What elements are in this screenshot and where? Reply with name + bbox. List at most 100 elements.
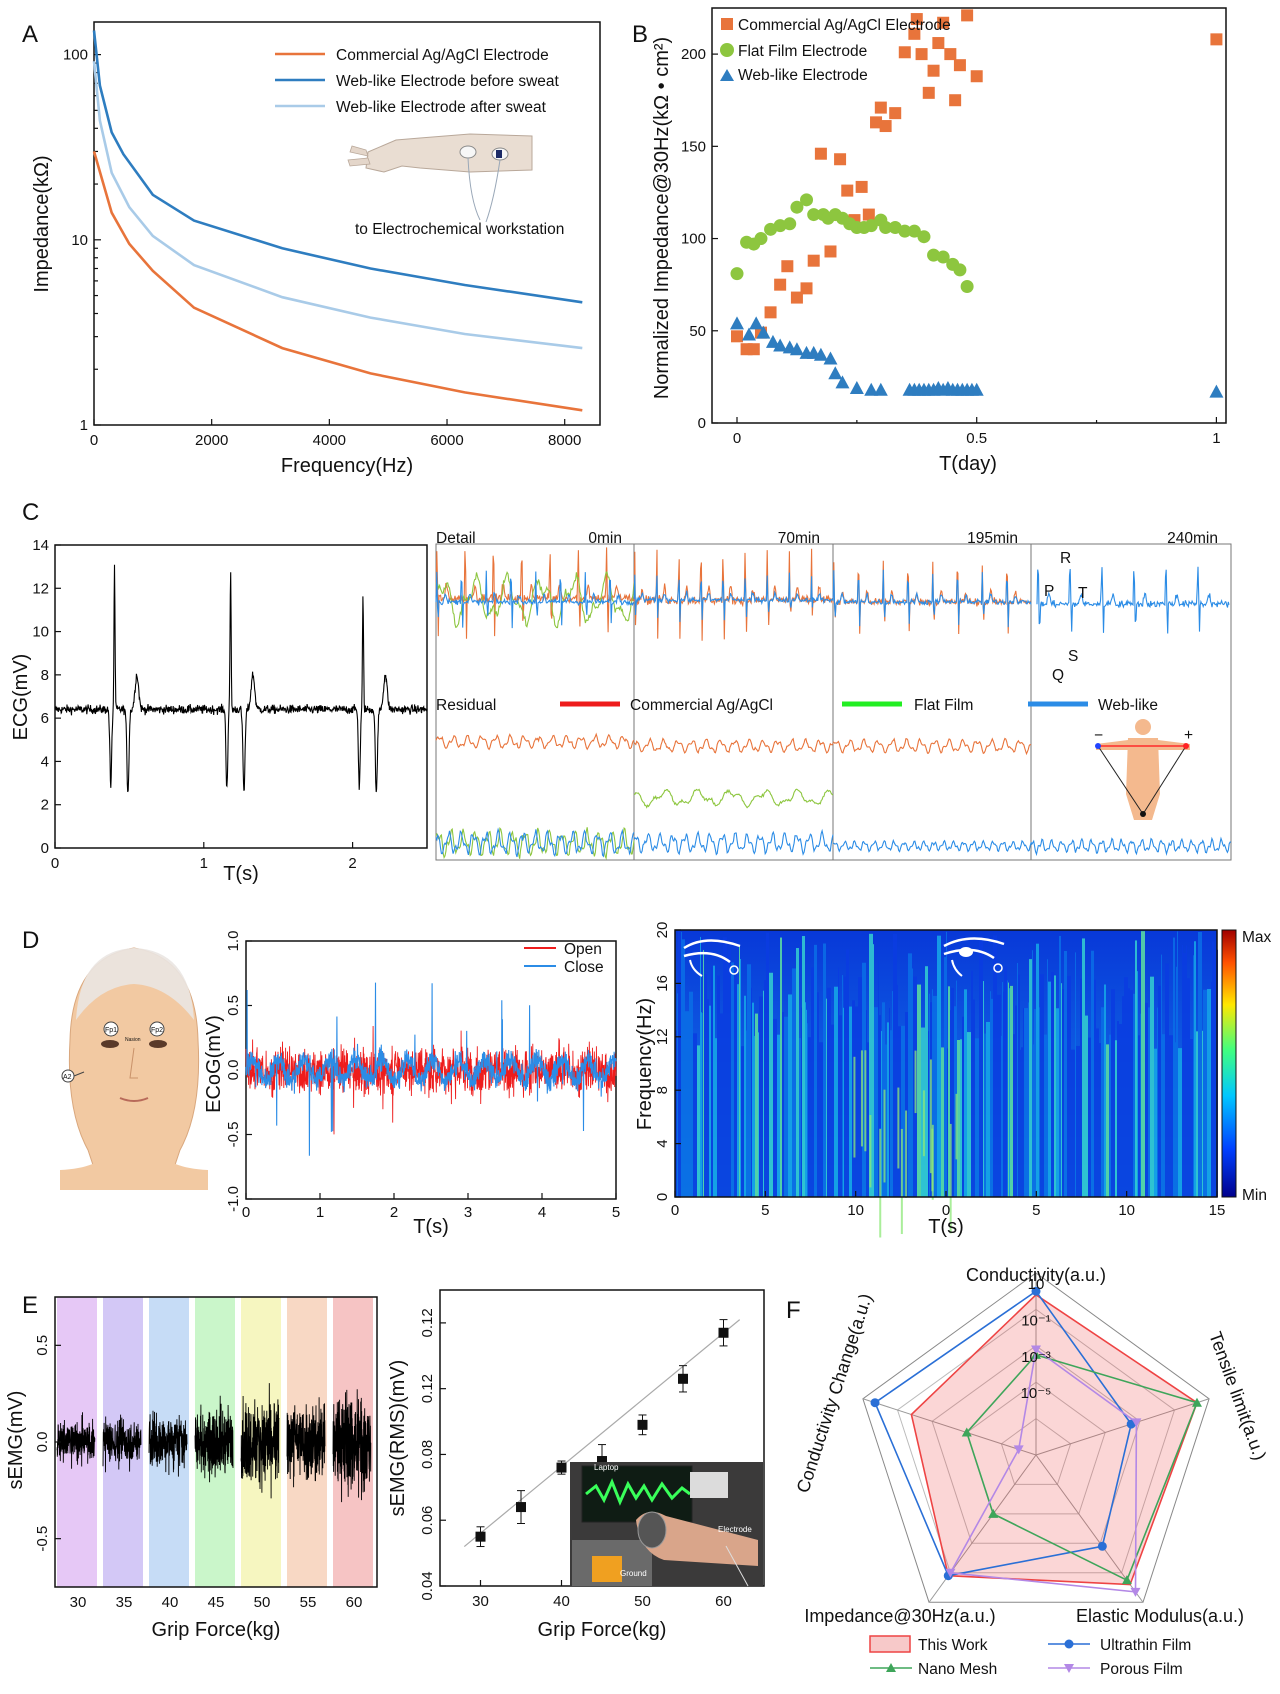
detail-trace (633, 572, 834, 623)
spectrogram-stripe (956, 980, 957, 1197)
point-flat-film (953, 263, 967, 277)
spectrogram-stripe (1130, 990, 1133, 1197)
point-web-like (969, 382, 984, 396)
spectrogram-stripe (866, 1010, 867, 1197)
panel-f-radar: 10 10⁻¹ 10⁻³ 10⁻⁵ Conductivity(a.u.) Tensil… (793, 1265, 1271, 1678)
x-tick-label: 0 (242, 1204, 250, 1221)
spectrogram-stripe (839, 1015, 842, 1197)
panel-label-e: E (22, 1292, 38, 1319)
head-label-fp2: Fp2 (151, 1027, 163, 1034)
spectrogram-stripe (739, 946, 740, 1197)
spectrogram-stripe (1186, 945, 1187, 1197)
spectrogram-stripe (740, 958, 741, 1197)
legend-marker-ultrathin (1064, 1639, 1074, 1649)
spectrogram-stripes (675, 930, 1218, 1238)
panel-e-ticks: 30 35 40 45 50 55 60 -0.5 0.0 0.5 (34, 1335, 362, 1611)
series-line-0 (92, 151, 583, 412)
semg-trace-45 (194, 1395, 234, 1483)
legend-label-this-work: This Work (918, 1637, 988, 1654)
spectrogram-stripe (846, 949, 849, 1197)
spectrogram-stripe (928, 1031, 929, 1197)
legend-marker-web-like (720, 69, 734, 81)
spectrogram-stripe (1148, 1007, 1150, 1197)
x-tick-label: 2 (390, 1204, 398, 1221)
force-band-gap (281, 1297, 285, 1587)
x-tick-label: 0 (733, 430, 741, 447)
spectrogram-stripe (983, 981, 984, 1197)
spectrogram-stripe (751, 987, 752, 1197)
radar-axis-elastic-modulus: Elastic Modulus(a.u.) (1076, 1606, 1244, 1626)
panel-a-xlabel: Frequency(Hz) (281, 455, 413, 477)
spectrogram-stripe (869, 933, 873, 1197)
radar-ring-label: 10⁻³ (1021, 1349, 1051, 1366)
spectrogram-stripe (1106, 1044, 1109, 1197)
point-commercial (870, 116, 883, 129)
x-tick-label: 2000 (195, 432, 228, 449)
legend-marker-nano-mesh (886, 1663, 896, 1672)
spectrogram-stripe (764, 980, 766, 1197)
radar-point-porous (945, 1568, 956, 1578)
spectrogram-stripe (858, 977, 862, 1197)
point-flat-film (879, 220, 893, 234)
point-commercial (927, 64, 940, 77)
x-tick-label: 60 (346, 1594, 363, 1611)
spectrogram-stripe (887, 1022, 889, 1197)
radar-ring (862, 1272, 1210, 1603)
detail-trace (633, 828, 834, 856)
radar-ring (896, 1308, 1176, 1574)
spectrogram-stripe (957, 1039, 960, 1197)
radar-point-ultrathin (1031, 1286, 1041, 1296)
spectrogram-stripe (1137, 971, 1138, 1197)
spectrogram-stripe (967, 1032, 971, 1197)
spectrogram-stripe (946, 931, 947, 1197)
spectrogram-stripe (1177, 931, 1178, 1197)
y-tick-label: 0.0 (225, 1060, 242, 1081)
radar-ring (966, 1381, 1106, 1515)
spectrogram-stripe (881, 1031, 882, 1197)
point-commercial (747, 343, 760, 356)
y-tick-label: 0.04 (419, 1571, 436, 1600)
point-web-like (864, 382, 879, 396)
spectrogram-stripe (1039, 1007, 1040, 1197)
time-label-70min: 70min (778, 530, 820, 547)
spectrogram-stripe (769, 972, 773, 1197)
x-tick-label: 8000 (548, 432, 581, 449)
legend-marker-commercial (721, 18, 733, 30)
spectrogram-stripe (1085, 1015, 1088, 1197)
ecog-open-trace (245, 1025, 617, 1135)
lead-minus-sign: − (1094, 727, 1103, 744)
panel-e-rms-ylabel: sEMG(RMS)(mV) (387, 1360, 409, 1517)
spectrogram-stripe (807, 1023, 808, 1197)
spectrogram-stripe (727, 968, 728, 1197)
y-tick-label: -0.5 (225, 1122, 242, 1148)
series-line-2 (92, 61, 583, 350)
spectrogram-stripe (991, 998, 993, 1197)
wave-label-q: Q (1052, 667, 1064, 684)
spectrogram-stripe (1115, 1040, 1117, 1197)
radar-axis-conductivity-change-text: Conductivity Change(a.u.) (793, 1291, 876, 1495)
spectrogram-stripe (1009, 988, 1010, 1197)
spectrogram-stripe (823, 943, 826, 1197)
radar-point-porous (1031, 1345, 1041, 1355)
spectrogram-stripe (898, 1026, 901, 1197)
legend-marker-flat-film (720, 43, 734, 57)
spectrogram-stripe (1211, 981, 1212, 1197)
spectrogram-stripe (1040, 974, 1044, 1197)
panel-label-c: C (22, 499, 39, 526)
x-tick-label: 4 (538, 1204, 546, 1221)
panel-e-ylabel: sEMG(mV) (5, 1391, 27, 1490)
spectrogram-stripe (834, 986, 838, 1197)
spectrogram-hotspot (869, 1115, 872, 1188)
legend-label-web-like: Web-like Electrode (738, 67, 868, 84)
x-tick-label: 10 (1118, 1202, 1135, 1219)
ecog-close-trace (245, 982, 617, 1156)
spectrogram-stripe (960, 1039, 962, 1197)
spectrogram-stripe (704, 974, 707, 1197)
spectrogram-stripe (792, 968, 796, 1197)
rms-ticks: 30 40 50 60 0.04 0.06 0.08 0.12 0.12 (419, 1308, 732, 1610)
radar-point-porous (1131, 1418, 1142, 1428)
spectrogram-stripe (805, 1002, 806, 1197)
point-web-like (849, 380, 864, 394)
spectrogram-stripe (901, 1025, 905, 1197)
inset-label-laptop: Laptop (594, 1463, 619, 1472)
